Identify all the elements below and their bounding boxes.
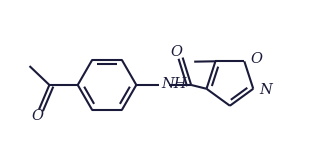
Text: O: O [31, 109, 43, 123]
Text: O: O [251, 52, 262, 66]
Text: NH: NH [161, 77, 186, 92]
Text: N: N [259, 83, 272, 97]
Text: O: O [170, 45, 182, 59]
